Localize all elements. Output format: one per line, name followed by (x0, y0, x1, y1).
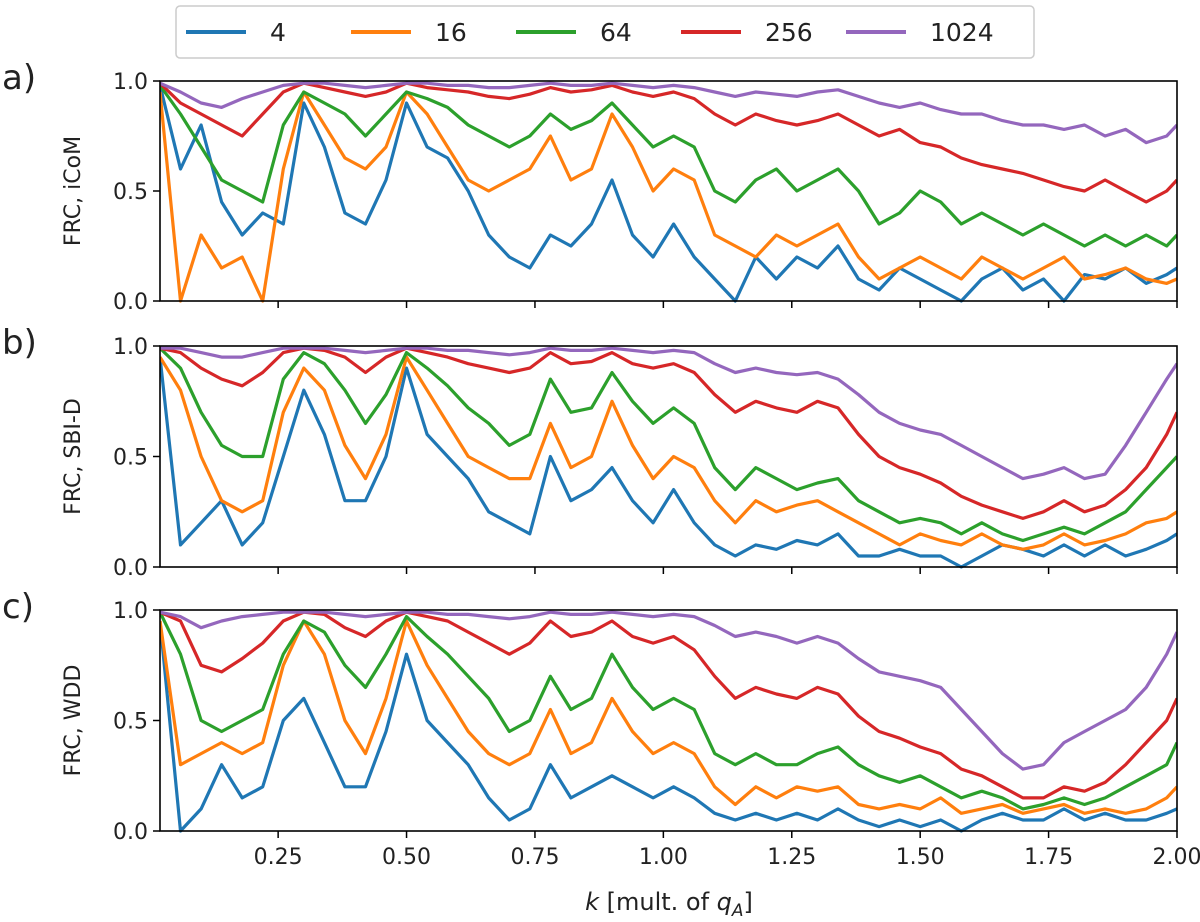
y-axis-label: FRC, iCoM (61, 136, 86, 246)
y-tick-label: 0.5 (113, 180, 148, 205)
y-tick-label: 0.0 (113, 290, 148, 315)
panel-letter: a) (2, 58, 36, 98)
x-tick-label: 1.50 (896, 845, 945, 870)
y-tick-label: 1.0 (113, 335, 148, 360)
y-tick-label: 1.0 (113, 70, 148, 95)
y-tick-label: 0.0 (113, 556, 148, 581)
series-line-256 (160, 81, 1177, 204)
legend-label-16: 16 (435, 18, 467, 47)
panel-letter: c) (2, 587, 34, 627)
series-line-16 (160, 619, 1177, 815)
series-line-1024 (160, 346, 1177, 481)
x-tick-label: 0.25 (254, 845, 303, 870)
legend-label-1024: 1024 (930, 18, 994, 47)
series-line-4 (160, 620, 1177, 833)
x-tick-label: 2.00 (1153, 845, 1200, 870)
x-tick-label: 1.25 (767, 845, 816, 870)
series-line-256 (160, 610, 1177, 800)
series-group (160, 81, 1177, 303)
series-line-4 (160, 85, 1177, 303)
series-line-64 (160, 84, 1177, 248)
y-axis-label: FRC, WDD (61, 665, 86, 777)
legend: 4 16 64 256 1024 (175, 5, 1035, 59)
x-axis-label: k [mult. of qA] (585, 888, 753, 921)
series-line-64 (160, 611, 1177, 811)
x-axis: 0.25 0.50 0.75 1.00 1.25 1.50 1.75 2.00 (254, 845, 1200, 870)
panel-letter: b) (2, 323, 37, 363)
panels: 0.0 0.5 1.0 a) FRC, iCoM 0.0 0.5 1.0 b) FRC, SBI-… (2, 58, 1178, 845)
series-line-64 (160, 347, 1177, 543)
x-tick-label: 0.75 (510, 845, 559, 870)
y-tick-label: 0.5 (113, 710, 148, 735)
legend-label-256: 256 (765, 18, 813, 47)
legend-label-64: 64 (600, 18, 632, 47)
panel-1: 0.0 0.5 1.0 a) FRC, iCoM (2, 58, 1178, 315)
series-line-1024 (160, 610, 1177, 771)
x-tick-label: 1.75 (1024, 845, 1073, 870)
series-line-16 (160, 355, 1177, 551)
axes-frame (159, 80, 1178, 302)
series-group (160, 610, 1177, 833)
y-tick-label: 0.0 (113, 820, 148, 845)
x-tick-label: 1.00 (639, 845, 688, 870)
series-line-1024 (160, 81, 1177, 145)
y-tick-label: 1.0 (113, 599, 148, 624)
y-axis-label: FRC, SBI-D (61, 398, 86, 515)
legend-label-4: 4 (270, 18, 286, 47)
panel-3: 0.0 0.5 1.0 c) FRC, WDD (2, 587, 1178, 845)
series-group (160, 346, 1177, 569)
x-tick-label: 0.50 (382, 845, 431, 870)
panel-2: 0.0 0.5 1.0 b) FRC, SBI-D (2, 323, 1178, 581)
legend-frame (175, 5, 1035, 59)
y-tick-label: 0.5 (113, 446, 148, 471)
series-line-16 (160, 90, 1177, 303)
series-line-256 (160, 346, 1177, 521)
